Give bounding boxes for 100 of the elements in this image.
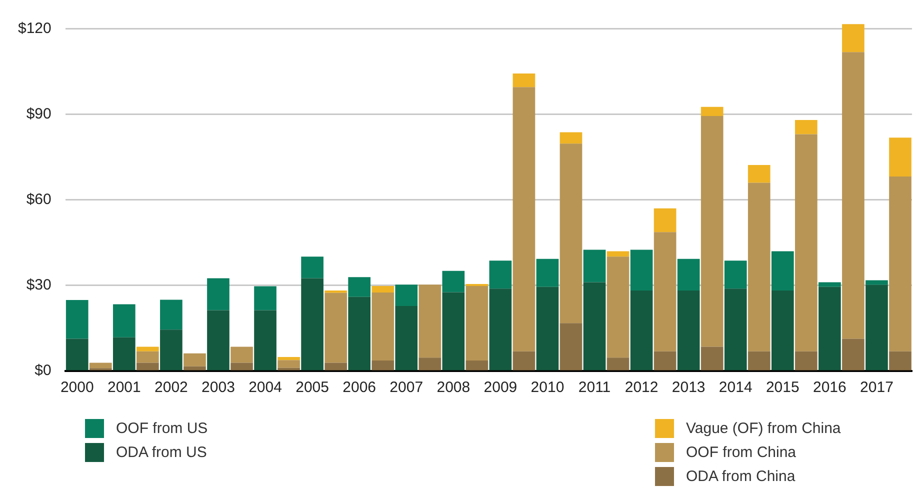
bar — [560, 144, 582, 324]
bar — [560, 323, 582, 370]
bar — [536, 286, 559, 370]
bar — [66, 338, 88, 370]
bar — [842, 24, 864, 52]
legend-label: OOF from China — [686, 444, 796, 460]
bar — [395, 306, 418, 370]
bar — [136, 351, 159, 363]
bar — [866, 280, 888, 285]
x-tick-label: 2017 — [860, 379, 894, 396]
bar — [418, 358, 442, 370]
bar — [700, 106, 724, 116]
x-tick-label: 2006 — [342, 379, 376, 396]
x-tick-label: 2010 — [530, 379, 564, 396]
y-tick-label: $0 — [34, 362, 52, 380]
bar — [372, 292, 394, 360]
bar — [489, 288, 512, 370]
bar — [700, 346, 724, 370]
bar — [136, 362, 159, 370]
x-tick-label: 2016 — [813, 379, 846, 396]
bar — [278, 360, 300, 368]
bar — [889, 351, 912, 370]
x-tick-label: 2002 — [154, 379, 188, 396]
bar — [372, 360, 394, 370]
bar — [512, 73, 536, 88]
bar — [418, 284, 442, 358]
bar — [748, 182, 770, 352]
bar — [372, 286, 394, 293]
bar — [724, 260, 747, 289]
bar — [889, 138, 912, 176]
bar — [606, 251, 630, 257]
bar — [112, 337, 136, 370]
x-tick-label: 2015 — [766, 379, 800, 396]
x-tick-label: 2003 — [202, 379, 235, 396]
bar — [184, 366, 206, 370]
y-tick-label: $30 — [26, 276, 52, 294]
legend-label: ODA from US — [116, 444, 207, 460]
x-tick-label: 2007 — [390, 379, 424, 396]
bar — [466, 360, 488, 370]
bar — [654, 351, 676, 370]
bar — [160, 300, 182, 330]
legend-label: Vague (OF) from China — [686, 420, 841, 436]
bar — [207, 278, 230, 310]
bar — [677, 258, 700, 291]
x-tick-label: 2012 — [624, 379, 658, 396]
legend-label: ODA from China — [686, 468, 796, 484]
bar — [842, 52, 864, 339]
bar — [771, 251, 794, 291]
bar — [136, 346, 159, 352]
bar — [301, 278, 324, 370]
bar — [795, 120, 818, 134]
bar — [230, 362, 253, 370]
legend-label: OOF from US — [116, 420, 208, 436]
bar — [630, 290, 653, 370]
x-tick-label: 2011 — [578, 379, 611, 396]
x-tick-label: 2001 — [107, 379, 141, 396]
bar — [254, 310, 276, 370]
bar — [889, 176, 912, 352]
bar — [536, 258, 559, 287]
bar — [771, 290, 794, 370]
bar — [560, 132, 582, 144]
bar — [442, 292, 465, 370]
bar — [324, 362, 347, 370]
bar — [278, 357, 300, 360]
y-tick-label: $60 — [26, 190, 52, 208]
bar — [606, 358, 630, 370]
bar — [66, 300, 88, 339]
bar — [466, 286, 488, 360]
bar — [301, 256, 324, 278]
x-tick-label: 2005 — [296, 379, 329, 396]
bar — [818, 282, 841, 287]
bar — [795, 351, 818, 370]
bar — [207, 310, 230, 370]
bar — [700, 116, 724, 347]
bar — [348, 277, 371, 297]
bar — [254, 286, 276, 310]
bar — [230, 346, 253, 363]
bar — [324, 292, 347, 363]
bar — [184, 353, 206, 366]
bar — [748, 165, 770, 183]
bar — [512, 351, 536, 370]
x-tick-label: 2000 — [60, 379, 94, 396]
bar — [278, 368, 300, 370]
bar — [512, 87, 536, 352]
bar — [606, 256, 630, 358]
bar — [348, 296, 371, 370]
bar — [630, 250, 653, 291]
bar — [677, 290, 700, 370]
y-tick-label: $90 — [26, 105, 52, 122]
bar — [724, 288, 747, 370]
bar — [489, 260, 512, 289]
x-tick-label: 2013 — [672, 379, 706, 396]
bar — [748, 351, 770, 370]
bar — [654, 232, 676, 352]
bar — [112, 304, 136, 338]
bar — [442, 270, 465, 292]
bar — [842, 338, 864, 370]
bar — [583, 250, 606, 282]
bar — [395, 284, 418, 306]
bar — [818, 286, 841, 370]
